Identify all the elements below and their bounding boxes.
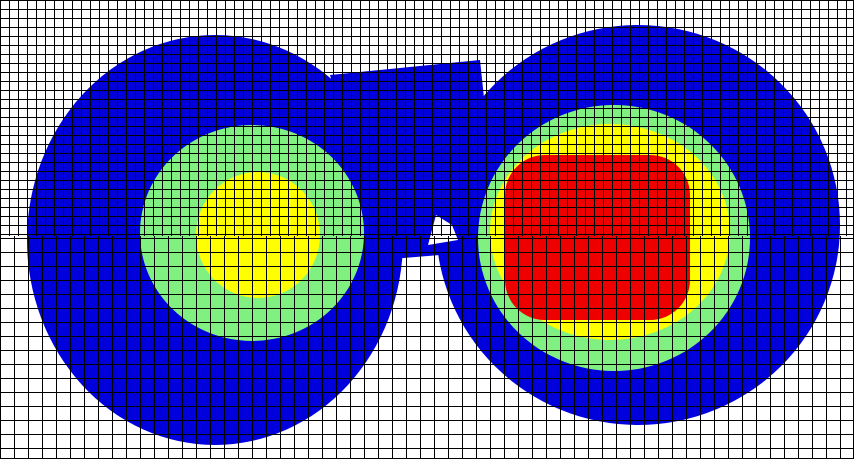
coarse-mesh <box>0 236 854 459</box>
fine-mesh <box>0 0 854 236</box>
